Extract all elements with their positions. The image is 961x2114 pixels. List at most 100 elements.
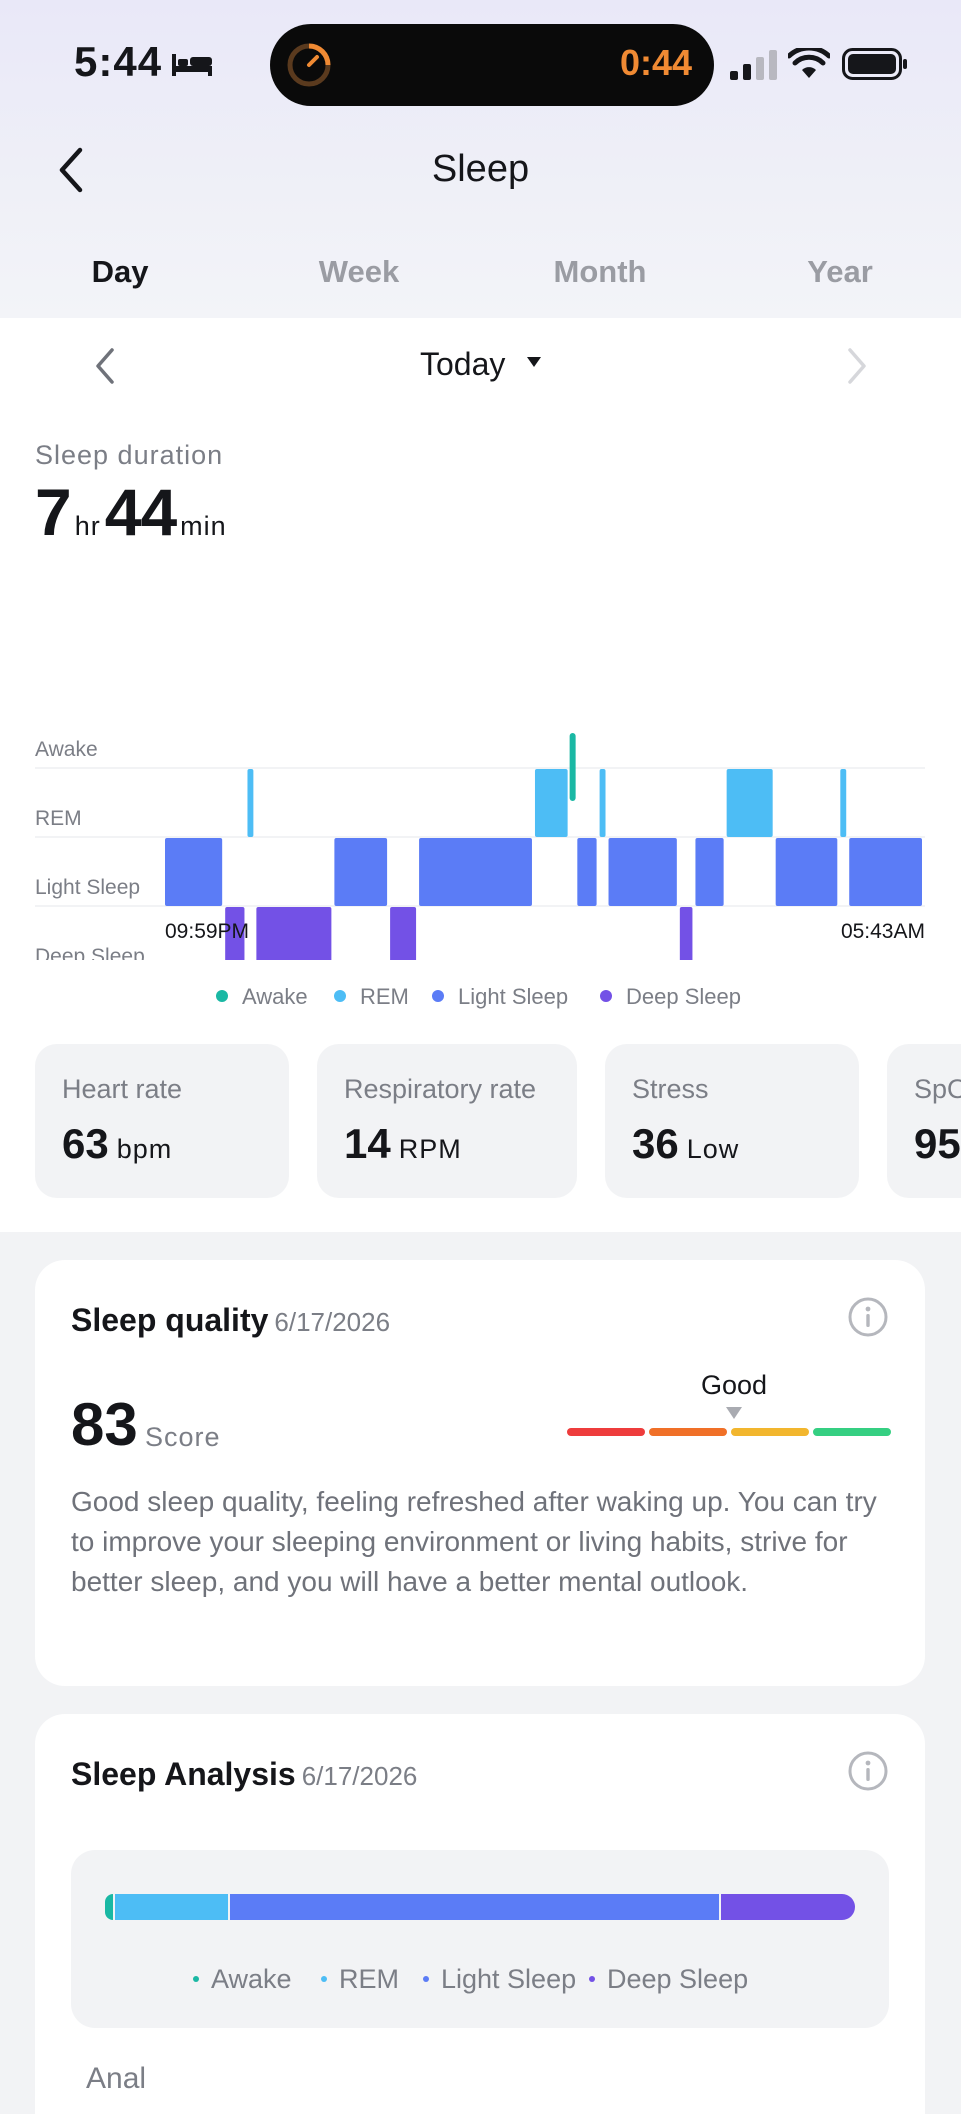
info-icon[interactable] [847,1296,889,1338]
duration-minutes-unit: min [180,511,227,541]
legend-label: REM [360,984,409,1009]
metric-value: 95 [914,1120,961,1168]
proportion-segment-rem [115,1894,228,1920]
duration-hours-unit: hr [74,511,101,541]
legend-light-sleep: Light Sleep [432,984,568,1010]
card-date: 6/17/2026 [274,1307,391,1337]
legend-label: Light Sleep [441,1964,577,1994]
metric-label: Heart rate [62,1074,183,1104]
legend-label: Awake [211,1964,292,1994]
respiratory-rate-card[interactable]: Respiratory rate 14 RPM [317,1044,577,1198]
legend-rem: REM [334,984,409,1010]
sleep-segment-light-sleep [165,838,223,906]
spo2-card[interactable]: SpO 95 [887,1044,961,1198]
metric-number: 63 [62,1120,109,1167]
rating-scale-good [731,1428,809,1436]
legend-dot [600,990,612,1002]
sleep-segment-light-sleep [577,838,597,906]
next-section-title-partial: Anal [86,2062,147,2095]
rating-marker-icon [726,1407,742,1419]
sleep-stage-proportion-bar [105,1894,855,1920]
rating-scale [567,1428,891,1436]
stage-axis-label: Awake [35,738,98,761]
time-axis-label: 09:59PM [165,920,249,943]
sleep-duration-label: Sleep duration [35,440,224,470]
proportion-segment-awake [105,1894,113,1920]
stage-axis-label: Deep Sleep [35,945,145,960]
metric-value: 63 bpm [62,1120,172,1168]
legend-deep-sleep: Deep Sleep [600,984,741,1010]
page-title: Sleep [431,148,530,190]
sleep-analysis-card: Sleep Analysis 6/17/2026 Awake REM Light … [35,1714,925,2114]
tab-day[interactable]: Day [91,254,149,289]
sleep-stage-chart: Awake REM Light Sleep Deep Sleep 09:59PM 05:4… [35,733,925,960]
rating-scale-fair [649,1428,727,1436]
card-title-text: Sleep Analysis [71,1756,296,1792]
time-axis-label: 05:43AM [841,920,925,943]
sleep-segment-rem [726,769,773,837]
back-button[interactable] [48,140,96,200]
duration-minutes: 44 [104,475,177,549]
score-label: Score [145,1422,221,1452]
metric-label: Stress [632,1074,709,1104]
legend-label: REM [339,1964,399,1994]
sleep-segment-light-sleep [608,838,677,906]
sleep-segment-deep-sleep [225,907,245,960]
stress-card[interactable]: Stress 36 Low [605,1044,859,1198]
sleep-analysis-title: Sleep Analysis 6/17/2026 [71,1756,417,1793]
sleep-segment-rem [599,769,606,837]
card-date: 6/17/2026 [301,1761,418,1791]
legend-label: Deep Sleep [626,984,741,1009]
sleep-stage-proportion-panel: Awake REM Light Sleep Deep Sleep [71,1850,889,2028]
timer-icon [287,43,331,87]
legend-label: Awake [242,984,308,1009]
previous-day-button[interactable] [88,344,124,388]
sleep-segment-light-sleep [849,838,922,906]
legend-dot [216,990,228,1002]
legend-dot [321,1976,327,1982]
sleep-duration-value: 7 hr44 min [35,474,231,550]
next-day-button [848,348,866,384]
legend-label: Deep Sleep [607,1964,749,1994]
legend-dot [334,990,346,1002]
sleep-segment-light-sleep [334,838,388,906]
sleep-segment-light-sleep [695,838,724,906]
status-time: 5:44 [74,38,163,85]
cellular-signal-icon [730,50,777,80]
sleep-segment-light-sleep [775,838,838,906]
sleep-segment-rem [534,769,568,837]
sleep-segment-deep-sleep [390,907,417,960]
sleep-segment-awake [569,733,576,801]
metric-number: 36 [632,1120,679,1167]
dynamic-island [270,24,714,106]
battery-icon [842,48,907,80]
sleep-score: 83 [71,1391,138,1458]
heart-rate-card[interactable]: Heart rate 63 bpm [35,1044,289,1198]
metric-unit: RPM [398,1134,462,1164]
sleep-segment-rem [247,769,254,837]
info-icon[interactable] [847,1750,889,1792]
legend-label: Light Sleep [458,984,569,1009]
duration-hours: 7 [35,475,72,549]
metric-label: Respiratory rate [344,1074,537,1104]
analysis-legend-light-sleep: Light Sleep [423,1964,576,1995]
tab-month[interactable]: Month [553,254,647,289]
analysis-legend-awake: Awake [193,1964,292,1995]
legend-dot [589,1976,595,1982]
metric-value: 14 RPM [344,1120,462,1168]
legend-dot [432,990,444,1002]
sleep-segment-light-sleep [419,838,532,906]
proportion-segment-light-sleep [230,1894,719,1920]
sleep-quality-description: Good sleep quality, feeling refreshed af… [71,1486,877,1597]
metric-unit: Low [686,1134,740,1164]
stage-axis-label: REM [35,807,82,830]
analysis-legend-deep-sleep: Deep Sleep [589,1964,748,1995]
date-dropdown[interactable]: Today [420,346,506,382]
tab-week[interactable]: Week [318,254,400,289]
stage-axis-label: Light Sleep [35,876,140,899]
sleep-segment-deep-sleep [256,907,332,960]
rating-scale-poor [567,1428,645,1436]
rating-label: Good [700,1370,768,1400]
bed-icon [172,54,212,76]
tab-year[interactable]: Year [807,254,873,289]
